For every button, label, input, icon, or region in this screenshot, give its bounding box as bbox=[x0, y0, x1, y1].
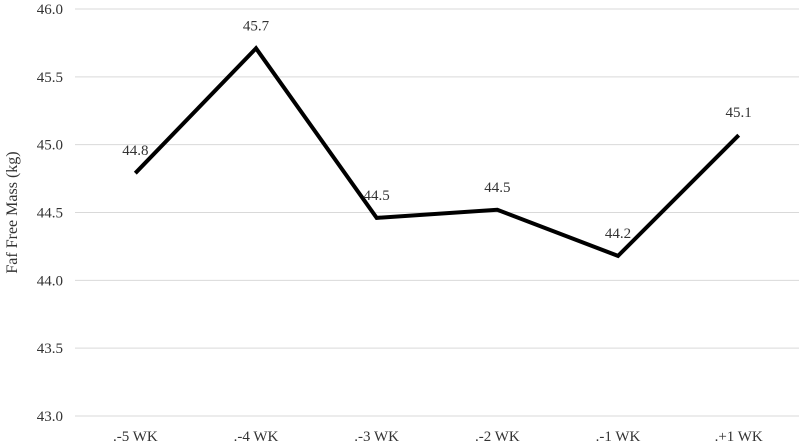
series-line bbox=[133, 45, 741, 259]
x-tick-label: .-1 WK bbox=[596, 429, 641, 445]
data-label: 45.7 bbox=[243, 18, 270, 34]
y-tick-label: 45.0 bbox=[37, 138, 63, 154]
data-label: 45.1 bbox=[726, 105, 752, 121]
y-tick-label: 46.0 bbox=[37, 2, 63, 18]
data-label: 44.5 bbox=[364, 188, 390, 204]
gridlines bbox=[75, 8, 799, 417]
y-axis-title: Faf Free Mass (kg) bbox=[4, 151, 21, 273]
y-tick-label: 45.5 bbox=[37, 70, 63, 86]
x-tick-label: .-3 WK bbox=[354, 429, 399, 445]
data-label: 44.2 bbox=[605, 226, 631, 242]
data-label: 44.5 bbox=[484, 180, 510, 196]
y-axis-tick-labels: 43.0 43.5 44.0 44.5 45.0 45.5 46.0 bbox=[37, 2, 63, 425]
y-tick-label: 44.0 bbox=[37, 273, 63, 289]
y-tick-label: 43.0 bbox=[37, 409, 63, 425]
series-layer bbox=[133, 45, 741, 259]
x-tick-label: .-2 WK bbox=[475, 429, 520, 445]
x-axis-tick-labels: .-5 WK .-4 WK .-3 WK .-2 WK .-1 WK .+1 WK bbox=[113, 429, 763, 445]
data-label: 44.8 bbox=[122, 143, 148, 159]
x-tick-label: .-5 WK bbox=[113, 429, 158, 445]
y-tick-label: 43.5 bbox=[37, 341, 63, 357]
x-tick-label: .-4 WK bbox=[234, 429, 279, 445]
data-labels: 44.8 45.7 44.5 44.5 44.2 45.1 bbox=[122, 18, 752, 242]
x-tick-label: .+1 WK bbox=[715, 429, 763, 445]
y-tick-label: 44.5 bbox=[37, 206, 63, 222]
